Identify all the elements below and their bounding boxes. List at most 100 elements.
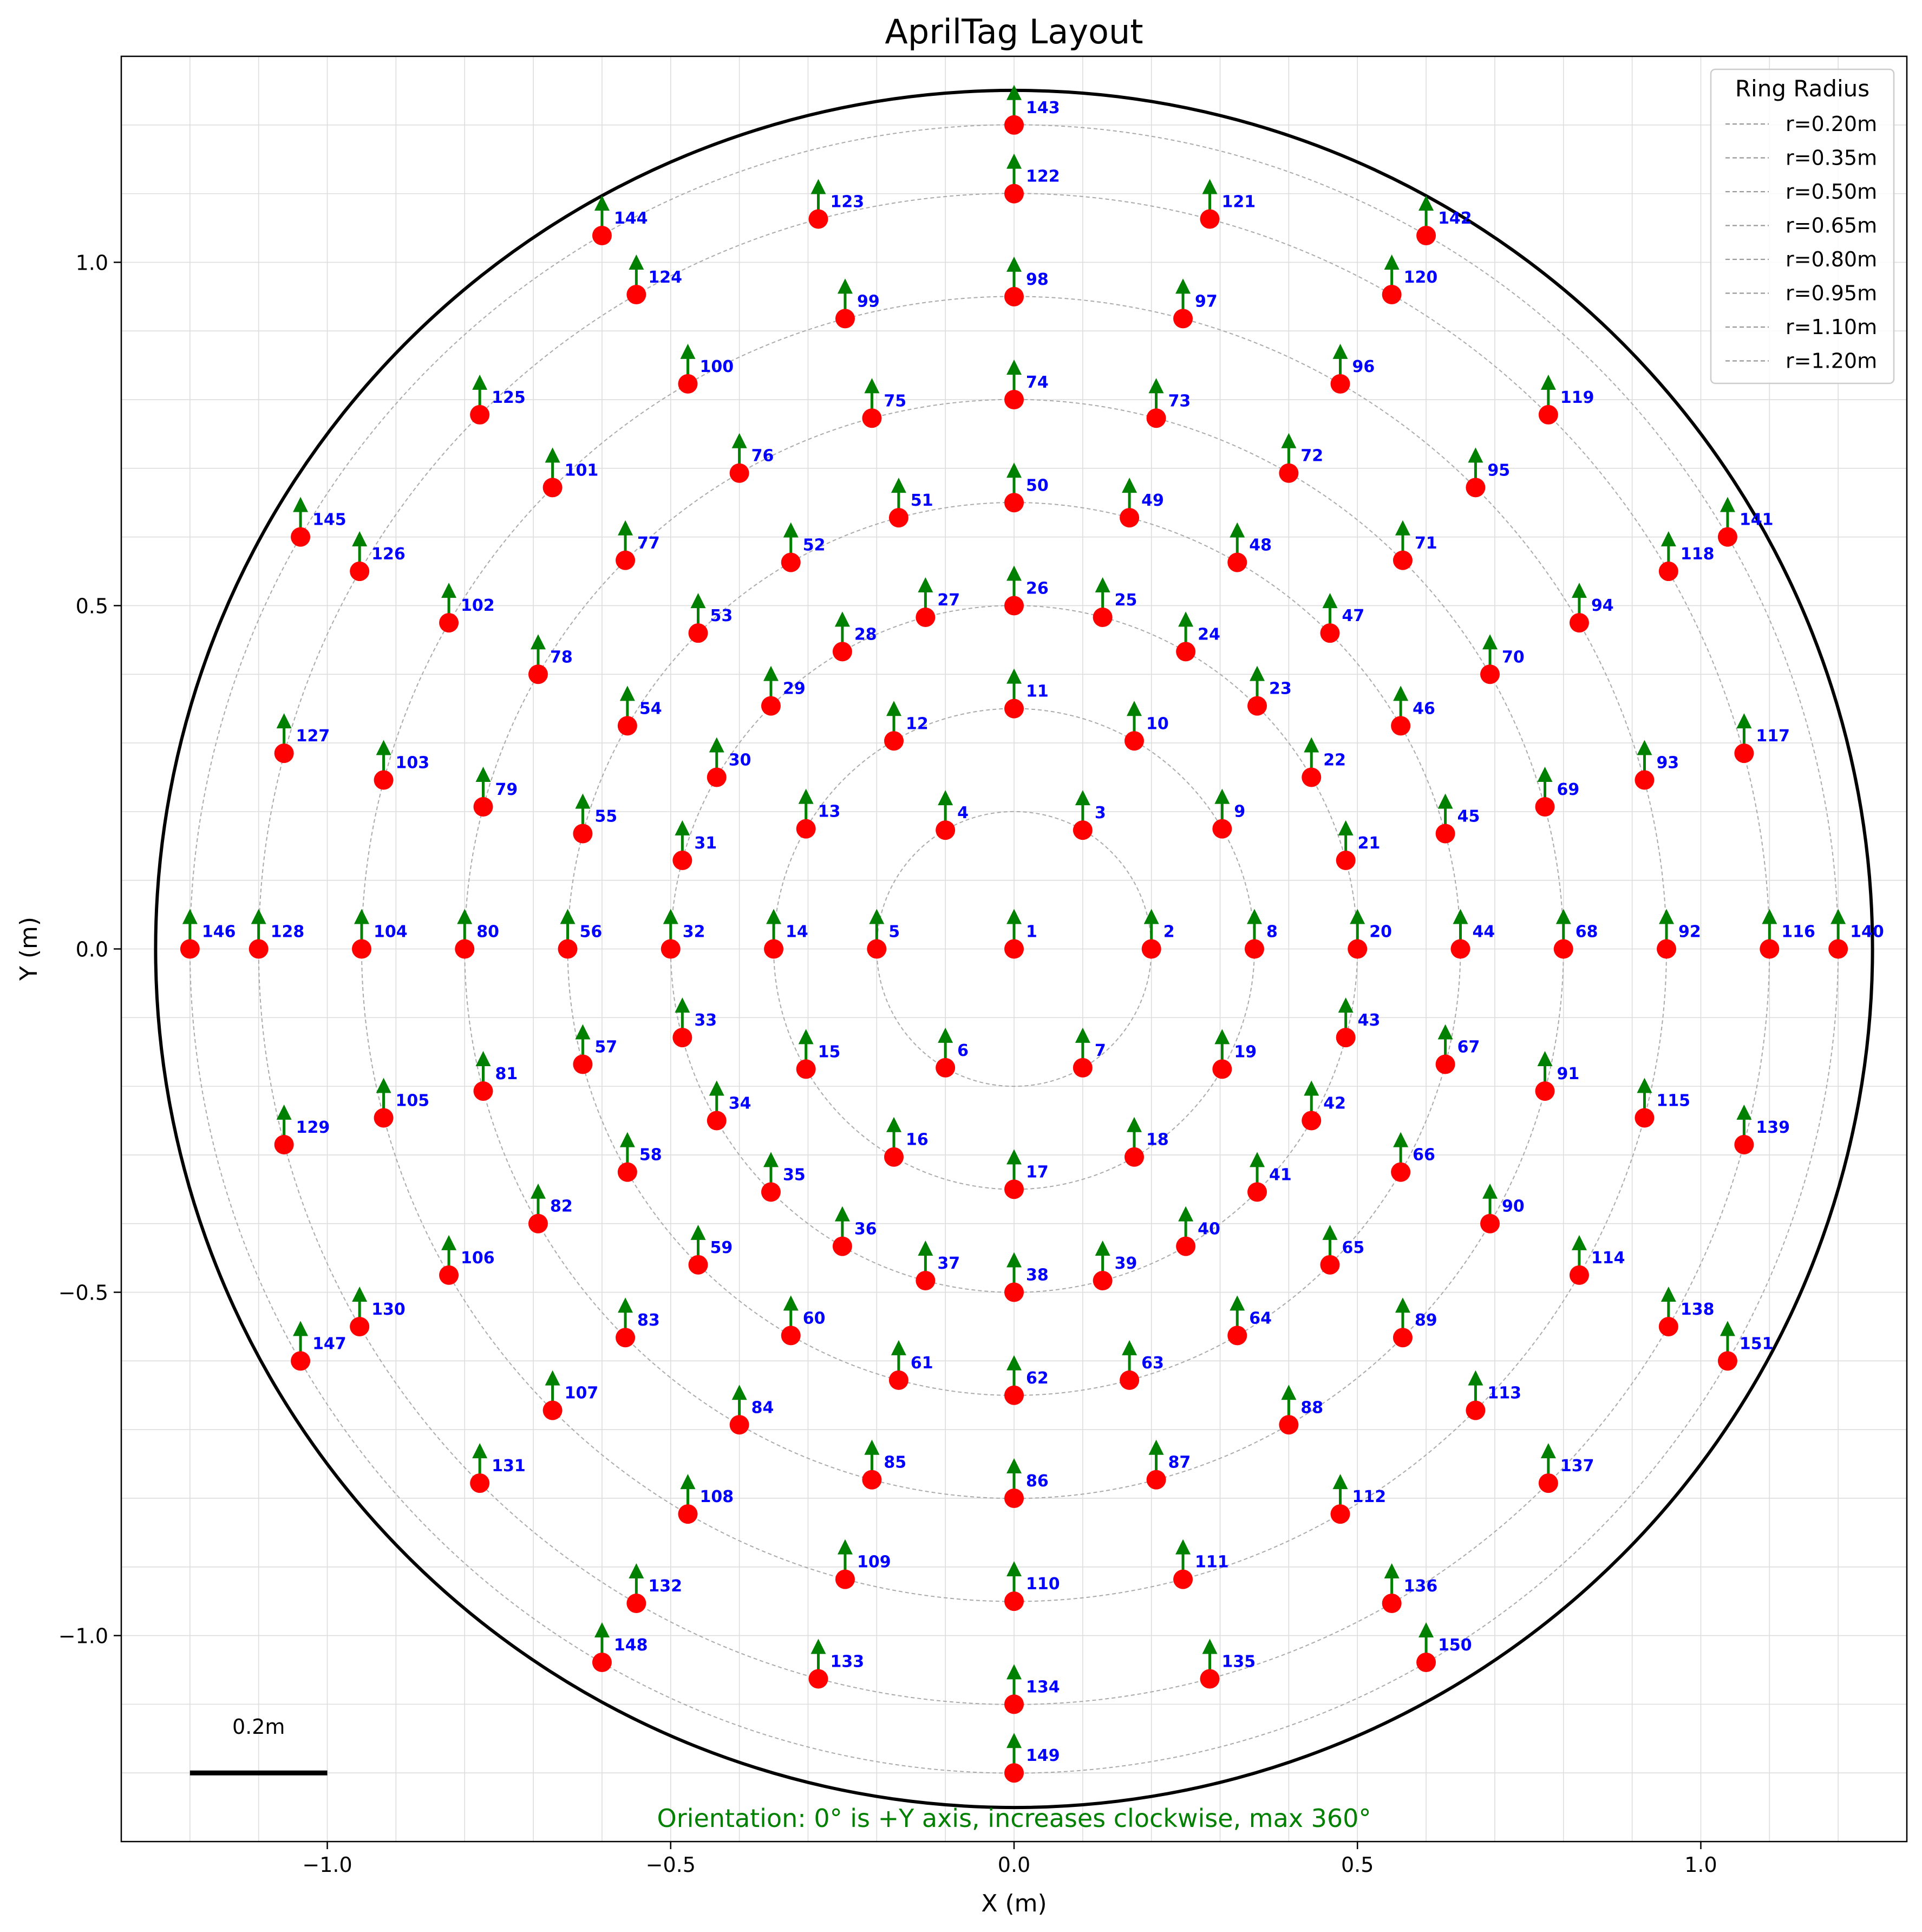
- tag-label: 75: [884, 391, 906, 410]
- orientation-arrow-head: [1322, 1224, 1338, 1240]
- orientation-arrow-head: [1660, 531, 1676, 547]
- orientation-arrow-head: [1555, 909, 1571, 924]
- tag-marker: [1553, 939, 1573, 959]
- apriltag-82: 82: [528, 1183, 573, 1233]
- apriltag-111: 111: [1173, 1539, 1229, 1589]
- tag-label: 45: [1457, 807, 1480, 826]
- orientation-arrow-head: [560, 909, 576, 924]
- tag-marker: [862, 1470, 882, 1490]
- legend-entries: r=0.20m r=0.35m r=0.50m r=0.65m r=0.80m r=0.9…: [1725, 112, 1877, 373]
- tag-label: 87: [1168, 1453, 1191, 1472]
- apriltag-116: 116: [1760, 909, 1815, 959]
- tag-marker: [1247, 696, 1267, 716]
- tag-label: 25: [1115, 591, 1137, 610]
- tag-marker: [1004, 390, 1024, 410]
- tag-marker: [1635, 1108, 1655, 1128]
- apriltag-78: 78: [528, 634, 573, 684]
- x-tick-label: −0.5: [646, 1853, 696, 1877]
- x-tick-label: 0.5: [1341, 1853, 1374, 1877]
- apriltag-109: 109: [835, 1539, 891, 1589]
- tag-label: 73: [1168, 391, 1191, 410]
- orientation-arrow-head: [1720, 1321, 1735, 1336]
- tag-label: 141: [1740, 511, 1774, 530]
- orientation-arrow-head: [886, 1117, 902, 1132]
- orientation-arrow-head: [1006, 256, 1022, 272]
- orientation-arrow-head: [1338, 997, 1354, 1013]
- tag-marker: [678, 1504, 698, 1524]
- tag-marker: [1146, 408, 1166, 428]
- apriltag-83: 83: [616, 1297, 660, 1348]
- apriltag-137: 137: [1538, 1443, 1594, 1493]
- tag-label: 54: [639, 699, 662, 718]
- tag-marker: [1093, 1270, 1113, 1290]
- orientation-arrow-head: [1230, 1295, 1245, 1311]
- tag-marker: [1320, 1255, 1340, 1275]
- apriltag-97: 97: [1173, 278, 1218, 329]
- tag-marker: [1535, 1081, 1555, 1101]
- tag-label: 107: [565, 1384, 599, 1403]
- orientation-arrow-head: [1126, 701, 1142, 716]
- tag-label: 33: [694, 1011, 717, 1030]
- tag-label: 104: [374, 923, 408, 942]
- apriltag-43: 43: [1336, 997, 1380, 1048]
- apriltag-96: 96: [1330, 343, 1375, 394]
- apriltag-98: 98: [1004, 256, 1049, 306]
- orientation-arrow-head: [293, 1321, 309, 1336]
- tag-marker: [888, 508, 908, 528]
- tag-marker: [274, 743, 294, 763]
- tag-label: 88: [1300, 1398, 1323, 1417]
- tag-label: 66: [1413, 1146, 1435, 1165]
- tag-marker: [1212, 1059, 1232, 1079]
- orientation-arrow-head: [1338, 820, 1354, 836]
- orientation-arrow-head: [1126, 1117, 1142, 1132]
- apriltag-68: 68: [1553, 909, 1598, 959]
- tag-label: 91: [1557, 1065, 1580, 1084]
- tag-label: 26: [1026, 579, 1049, 598]
- orientation-note: Orientation: 0° is +Y axis, increases cl…: [657, 1804, 1371, 1833]
- tag-label: 95: [1487, 461, 1510, 480]
- apriltag-124: 124: [626, 254, 682, 305]
- tag-marker: [573, 1054, 593, 1074]
- apriltag-22: 22: [1302, 737, 1346, 787]
- tag-label: 53: [710, 606, 733, 625]
- tag-marker: [558, 939, 578, 959]
- orientation-arrow-head: [530, 1183, 546, 1199]
- scale-bar: 0.2m: [189, 1715, 328, 1776]
- legend-box: [1710, 68, 1895, 384]
- apriltag-87: 87: [1146, 1439, 1191, 1490]
- tag-marker: [1302, 1111, 1322, 1131]
- tag-label: 29: [783, 680, 806, 699]
- tag-label: 14: [786, 923, 808, 942]
- tag-marker: [1393, 550, 1413, 570]
- apriltag-26: 26: [1004, 565, 1049, 616]
- tag-marker: [1535, 797, 1555, 817]
- apriltag-72: 72: [1279, 433, 1323, 483]
- tag-marker: [351, 939, 371, 959]
- orientation-arrow-head: [1246, 909, 1262, 924]
- tag-marker: [1382, 1593, 1402, 1613]
- orientation-arrow-head: [472, 1443, 488, 1459]
- apriltag-148: 148: [592, 1622, 648, 1673]
- tag-label: 85: [884, 1453, 906, 1472]
- tag-label: 114: [1591, 1249, 1625, 1268]
- tag-label: 11: [1026, 682, 1049, 701]
- tag-label: 89: [1415, 1311, 1437, 1330]
- tag-label: 93: [1656, 754, 1679, 773]
- orientation-arrow-head: [783, 1295, 799, 1311]
- apriltag-101: 101: [542, 447, 598, 498]
- apriltag-23: 23: [1247, 665, 1292, 716]
- apriltag-4: 4: [936, 790, 969, 840]
- tag-marker: [1004, 939, 1024, 959]
- apriltag-2: 2: [1141, 909, 1175, 959]
- orientation-arrow-head: [1437, 793, 1453, 809]
- apriltag-63: 63: [1120, 1340, 1164, 1390]
- tag-label: 113: [1487, 1384, 1521, 1403]
- orientation-arrow-head: [1468, 1370, 1483, 1386]
- tag-label: 58: [639, 1146, 662, 1165]
- apriltag-100: 100: [678, 343, 734, 394]
- apriltag-50: 50: [1004, 462, 1049, 513]
- y-tick-label: 1.0: [76, 251, 108, 275]
- tag-marker: [1004, 1694, 1024, 1714]
- tag-marker: [729, 463, 749, 483]
- tag-marker: [1569, 613, 1589, 633]
